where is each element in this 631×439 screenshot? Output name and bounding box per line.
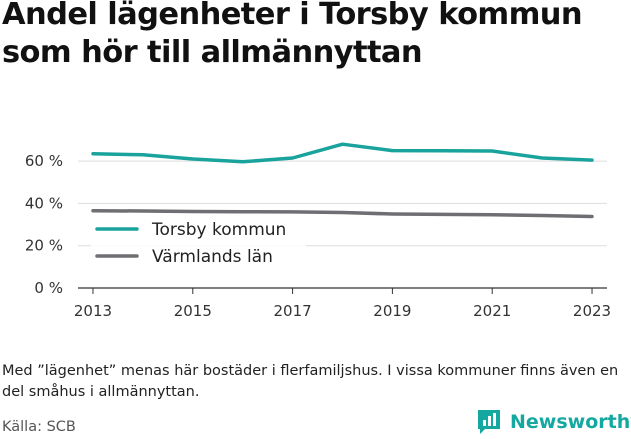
gridlines <box>78 160 607 289</box>
newsworthy-logo-text: Newsworthy <box>510 411 631 433</box>
legend: Torsby kommun Värmlands län <box>91 216 306 269</box>
x-tick-label: 2023 <box>573 302 611 320</box>
chart-title: Andel lägenheter i Torsby kommun som hör… <box>2 0 583 70</box>
x-tick-label: 2021 <box>473 302 511 320</box>
footnote: Med ”lägenhet” menas här bostäder i fler… <box>2 363 619 400</box>
line-chart: 0 % 20 % 40 % 60 % 2013 2015 2017 2019 2021 2023… <box>25 142 611 320</box>
source-label: Källa: SCB <box>2 419 76 435</box>
y-axis-ticks: 0 % 20 % 40 % 60 % <box>25 152 63 297</box>
y-tick-label: 60 % <box>25 152 63 170</box>
x-axis-ticks: 2013 2015 2017 2019 2021 2023 <box>74 288 611 320</box>
y-tick-label: 20 % <box>25 237 63 255</box>
newsworthy-logo-icon <box>478 410 500 434</box>
legend-label-torsby-kommun: Torsby kommun <box>151 220 286 240</box>
x-tick-label: 2013 <box>74 302 112 320</box>
x-tick-label: 2015 <box>174 302 212 320</box>
newsworthy-logo: Newsworthy <box>476 408 631 436</box>
x-tick-label: 2017 <box>274 302 312 320</box>
x-tick-label: 2019 <box>373 302 411 320</box>
y-tick-label: 0 % <box>34 279 63 297</box>
legend-label-värmlands-län: Värmlands län <box>152 247 273 267</box>
y-tick-label: 40 % <box>25 194 63 212</box>
series-lines <box>91 142 594 219</box>
series-line-torsby-kommun <box>91 142 594 164</box>
series-line-värmlands-län <box>91 209 594 219</box>
